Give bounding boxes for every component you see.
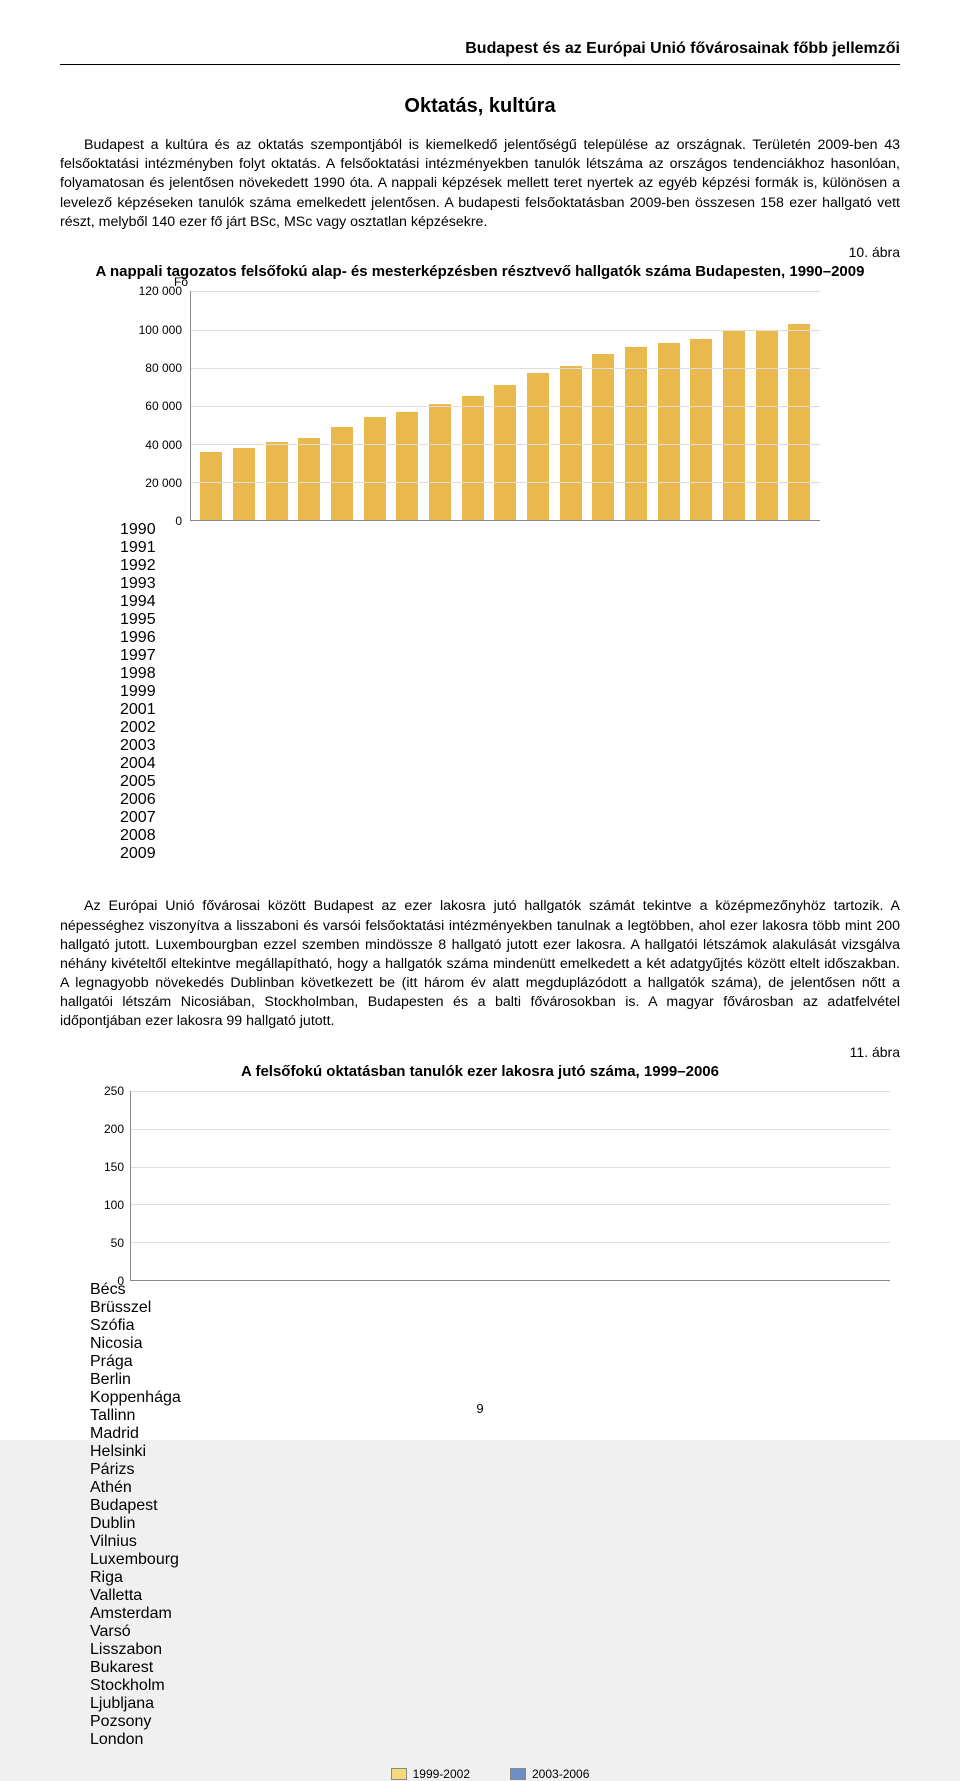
page-number: 9 — [0, 1401, 960, 1416]
chart-1-xtick: 1997 — [120, 647, 820, 665]
chart-1-xtick: 1994 — [120, 593, 820, 611]
legend-label: 2003-2006 — [532, 1767, 589, 1781]
chart-1-bar — [527, 373, 549, 520]
legend-swatch — [391, 1768, 407, 1780]
chart-2-xtick: Madrid — [90, 1425, 890, 1443]
chart-1-bar — [723, 331, 745, 520]
chart-2-xtick: Helsinki — [90, 1443, 890, 1461]
chart-1-xtick: 1991 — [120, 539, 820, 557]
chart-2-xtick: Budapest — [90, 1497, 890, 1515]
running-header: Budapest és az Európai Unió fővárosainak… — [60, 40, 900, 64]
chart-1-x-axis: 1990199119921993199419951996199719981999… — [120, 521, 820, 863]
chart-2-xtick: Vilnius — [90, 1533, 890, 1551]
chart-1-bar — [756, 330, 778, 521]
chart-1-xtick: 1996 — [120, 629, 820, 647]
chart-2-xtick: Bukarest — [90, 1659, 890, 1677]
chart-2-ytick: 150 — [104, 1160, 124, 1174]
chart-1-ytick: 60 000 — [145, 399, 182, 413]
chart-2-ytick: 200 — [104, 1122, 124, 1136]
chart-2-xtick: Nicosia — [90, 1335, 890, 1353]
chart-2-xtick: Brüsszel — [90, 1299, 890, 1317]
chart-1-bar — [298, 438, 320, 520]
chart-1-xtick: 1995 — [120, 611, 820, 629]
chart-1-ytick: 0 — [175, 514, 182, 528]
chart-1-xtick: 1992 — [120, 557, 820, 575]
chart-1-xtick: 2008 — [120, 827, 820, 845]
chart-1-bar — [429, 404, 451, 520]
chart-2-ytick: 0 — [117, 1274, 124, 1288]
chart-1-bar — [364, 417, 386, 520]
paragraph-1: Budapest a kultúra és az oktatás szempon… — [60, 136, 900, 232]
chart-1-bar — [396, 412, 418, 521]
chart-1-ytick: 120 000 — [139, 284, 182, 298]
chart-2-ytick: 50 — [111, 1236, 124, 1250]
paragraph-2: Az Európai Unió fővárosai között Budapes… — [60, 897, 900, 1031]
chart-1-bar — [233, 448, 255, 521]
chart-2-xtick: Varsó — [90, 1623, 890, 1641]
chart-1-bar — [690, 339, 712, 520]
chart-2-xtick: Valletta — [90, 1587, 890, 1605]
chart-1-xtick: 1993 — [120, 575, 820, 593]
chart-2-xtick: Párizs — [90, 1461, 890, 1479]
chart-1-ytick: 40 000 — [145, 438, 182, 452]
chart-2-xtick: Szófia — [90, 1317, 890, 1335]
chart-1-bar — [200, 452, 222, 521]
header: Budapest és az Európai Unió fővárosainak… — [60, 40, 900, 65]
chart-2-legend: 1999-2002 2003-2006 — [90, 1767, 890, 1781]
chart-1-xtick: 2004 — [120, 755, 820, 773]
chart-1-xtick: 2009 — [120, 845, 820, 863]
figure-11-label: 11. ábra — [60, 1044, 900, 1060]
chart-2-xtick: Athén — [90, 1479, 890, 1497]
legend-item: 2003-2006 — [510, 1767, 589, 1781]
chart-1: Fő 020 00040 00060 00080 000100 000120 0… — [120, 291, 820, 863]
chart-1-bar — [592, 354, 614, 520]
chart-1-bar — [658, 343, 680, 520]
legend-label: 1999-2002 — [413, 1767, 470, 1781]
chart-1-bar — [788, 324, 810, 521]
chart-2-xtick: Bécs — [90, 1281, 890, 1299]
chart-2-xtick: Prága — [90, 1353, 890, 1371]
chart-1-xtick: 1990 — [120, 521, 820, 539]
legend-swatch — [510, 1768, 526, 1780]
chart-2-plot — [130, 1091, 890, 1281]
chart-1-bar — [462, 396, 484, 520]
chart-1-xtick: 2007 — [120, 809, 820, 827]
chart-1-y-axis: 020 00040 00060 00080 000100 000120 000 — [120, 291, 190, 521]
chart-2-xtick: Pozsony — [90, 1713, 890, 1731]
document-page: Budapest és az Európai Unió fővárosainak… — [0, 0, 960, 1440]
figure-10-label: 10. ábra — [60, 244, 900, 260]
chart-1-bar — [331, 427, 353, 521]
chart-1-ytick: 20 000 — [145, 476, 182, 490]
chart-1-xtick: 2005 — [120, 773, 820, 791]
chart-1-xtick: 2002 — [120, 719, 820, 737]
chart-1-ytick: 100 000 — [139, 323, 182, 337]
chart-2-ytick: 250 — [104, 1084, 124, 1098]
chart-1-plot — [190, 291, 820, 521]
chart-2-xtick: Amsterdam — [90, 1605, 890, 1623]
chart-2-ytick: 100 — [104, 1198, 124, 1212]
legend-item: 1999-2002 — [391, 1767, 470, 1781]
chart-2-xtick: Ljubljana — [90, 1695, 890, 1713]
chart-2: 050100150200250 BécsBrüsszelSzófiaNicosi… — [90, 1091, 890, 1781]
chart-2-title: A felsőfokú oktatásban tanulók ezer lako… — [60, 1062, 900, 1082]
section-heading: Oktatás, kultúra — [60, 95, 900, 118]
chart-2-xtick: Lisszabon — [90, 1641, 890, 1659]
chart-1-xtick: 1998 — [120, 665, 820, 683]
chart-1-xtick: 2003 — [120, 737, 820, 755]
chart-1-xtick: 2006 — [120, 791, 820, 809]
chart-2-xtick: Stockholm — [90, 1677, 890, 1695]
chart-2-xtick: Riga — [90, 1569, 890, 1587]
chart-1-ytick: 80 000 — [145, 361, 182, 375]
chart-2-xtick: Luxembourg — [90, 1551, 890, 1569]
chart-2-y-axis: 050100150200250 — [90, 1091, 130, 1281]
chart-2-xtick: Dublin — [90, 1515, 890, 1533]
chart-2-xtick: Berlin — [90, 1371, 890, 1389]
chart-1-xtick: 2001 — [120, 701, 820, 719]
chart-1-bar — [625, 347, 647, 521]
chart-1-xtick: 1999 — [120, 683, 820, 701]
chart-2-xtick: London — [90, 1731, 890, 1749]
chart-2-x-axis: BécsBrüsszelSzófiaNicosiaPrágaBerlinKopp… — [90, 1281, 890, 1749]
